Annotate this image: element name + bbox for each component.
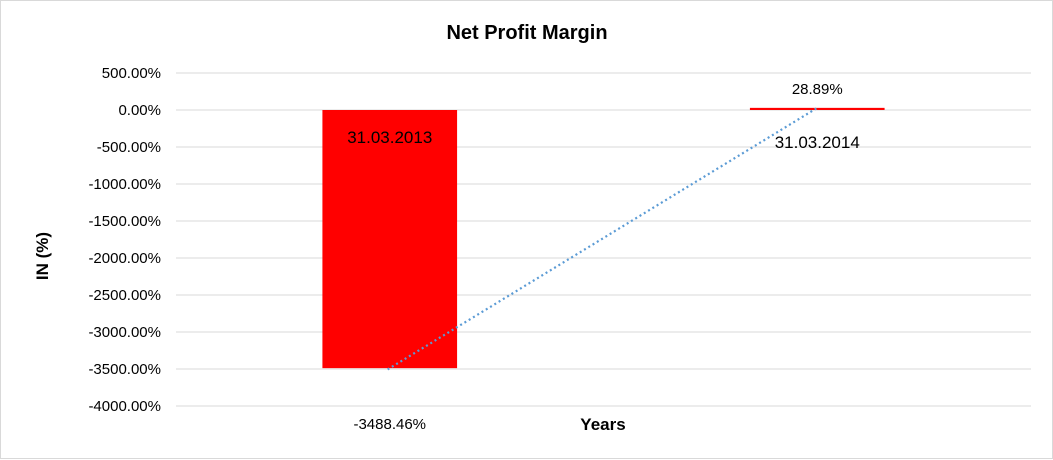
y-tick-label: -2500.00% (88, 287, 161, 304)
y-tick-label: 500.00% (102, 65, 161, 82)
y-tick-label: -1000.00% (88, 176, 161, 193)
bars (322, 107, 885, 369)
y-tick-label: 0.00% (118, 102, 161, 119)
labels: 31.03.2013 31.03.2014 -3488.46% 28.89% (347, 81, 860, 433)
category-label: 31.03.2014 (775, 133, 860, 152)
y-tick-label: -3500.00% (88, 361, 161, 378)
y-tick-label: -1500.00% (88, 213, 161, 230)
chart-title: Net Profit Margin (446, 22, 607, 44)
category-label: 31.03.2013 (347, 128, 432, 147)
trendline-group (387, 106, 818, 371)
y-tick-label: -3000.00% (88, 324, 161, 341)
y-axis-title: IN (%) (33, 232, 52, 280)
data-label: 28.89% (792, 81, 843, 98)
y-tick-label: -4000.00% (88, 398, 161, 415)
y-tick-label: -500.00% (97, 139, 161, 156)
y-tick-labels: 500.00% 0.00% -500.00% -1000.00% -1500.00% -2… (88, 65, 161, 415)
x-axis-title: Years (580, 415, 625, 434)
gridlines (176, 72, 1031, 407)
bar (749, 107, 885, 110)
bar (322, 110, 458, 369)
data-label: -3488.46% (353, 416, 426, 433)
y-tick-label: -2000.00% (88, 250, 161, 267)
trendline (387, 106, 818, 371)
